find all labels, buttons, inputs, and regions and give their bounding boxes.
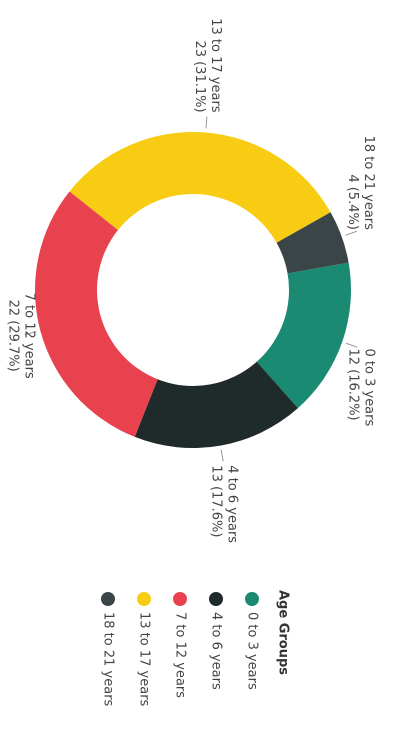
data-label-name: 18 to 21 years xyxy=(361,136,376,231)
legend-swatch xyxy=(137,592,151,606)
leader-line xyxy=(24,331,37,336)
donut-slice xyxy=(134,361,298,448)
legend-label: 0 to 3 years xyxy=(245,612,260,690)
donut-slice xyxy=(69,132,331,243)
donut-slice xyxy=(276,212,349,274)
data-label-name: 7 to 12 years xyxy=(21,293,36,379)
legend-label: 4 to 6 years xyxy=(209,612,224,690)
leader-line xyxy=(220,449,224,462)
legend-label: 13 to 17 years xyxy=(137,612,152,707)
data-label-name: 4 to 6 years xyxy=(224,465,239,543)
data-label-name: 13 to 17 years xyxy=(208,18,223,113)
legend-swatch xyxy=(101,592,115,606)
leader-line xyxy=(345,342,358,348)
data-label-value: 22 (29.7%) xyxy=(5,300,20,372)
legend-label: 18 to 21 years xyxy=(101,612,116,707)
data-label-value: 13 (17.6%) xyxy=(208,465,223,537)
donut-slice xyxy=(34,191,158,437)
legend-title: Age Groups xyxy=(276,590,291,675)
legend-swatch xyxy=(173,592,187,606)
data-label-name: 0 to 3 years xyxy=(362,349,377,427)
legend-label: 7 to 12 years xyxy=(173,612,188,698)
data-label-value: 12 (16.2%) xyxy=(346,349,361,421)
legend-swatch xyxy=(209,592,223,606)
data-label-value: 4 (5.4%) xyxy=(345,174,360,230)
legend-swatch xyxy=(245,592,259,606)
donut-slice xyxy=(256,262,352,409)
leader-line xyxy=(205,116,208,129)
data-label-value: 23 (31.1%) xyxy=(192,40,207,112)
leader-line xyxy=(345,230,357,236)
